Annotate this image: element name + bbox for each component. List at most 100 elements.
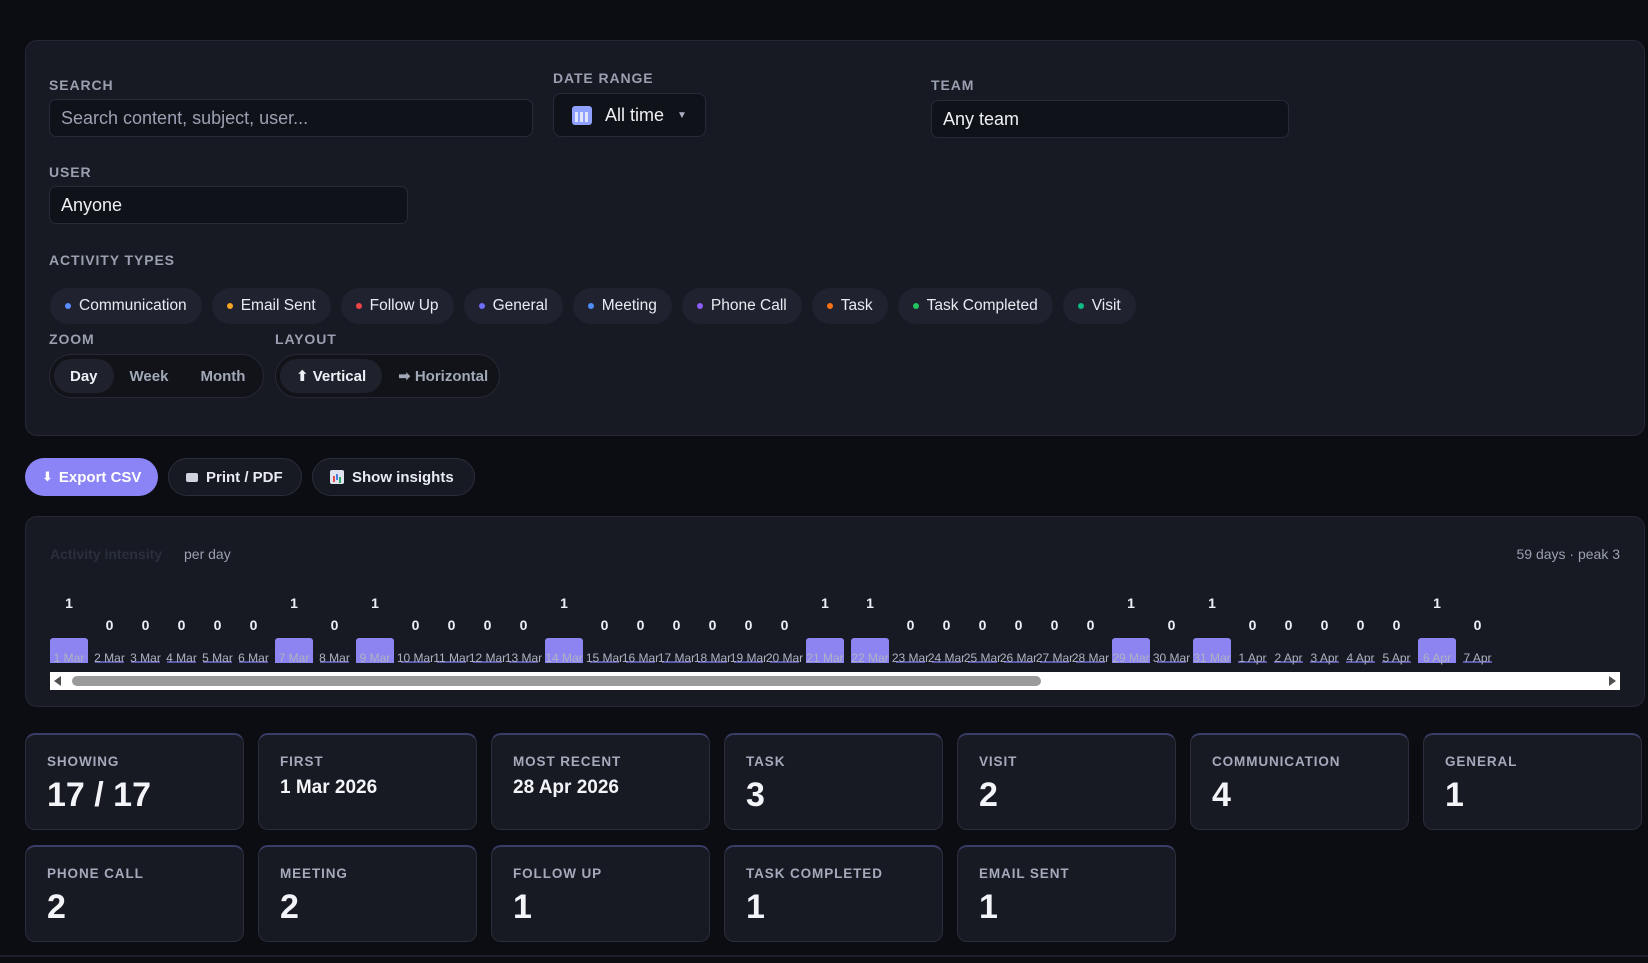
chart-bar-column[interactable]: 0 28 Mar <box>1072 595 1109 673</box>
bar-value-label: 0 <box>600 617 609 633</box>
team-label: TEAM <box>931 77 975 93</box>
zoom-month[interactable]: Month <box>200 367 246 385</box>
chart-bar-column[interactable]: 0 2 Mar <box>94 595 125 673</box>
chip-visit[interactable]: Visit <box>1062 288 1136 324</box>
chart-bar <box>401 661 430 663</box>
chip-email-sent[interactable]: Email Sent <box>211 288 331 324</box>
bar-date-label: 7 Mar <box>278 651 310 665</box>
bar-value-label: 0 <box>906 617 915 633</box>
search-input[interactable]: Search content, subject, user... <box>49 99 533 137</box>
chart-bar-column[interactable]: 0 26 Mar <box>1000 595 1037 673</box>
chart-bar-column[interactable]: 1 6 Apr <box>1418 595 1456 673</box>
chart-bar-column[interactable]: 0 3 Apr <box>1310 595 1339 673</box>
chart-bar-column[interactable]: 1 22 Mar <box>851 595 889 673</box>
chart-bar-column[interactable]: 0 8 Mar <box>319 595 350 673</box>
chip-meeting[interactable]: Meeting <box>572 288 672 324</box>
chart-bar-column[interactable]: 0 5 Mar <box>202 595 233 673</box>
bar-value-label: 0 <box>672 617 681 633</box>
chart-bar-column[interactable]: 1 9 Mar <box>356 595 394 673</box>
chart-bar-column[interactable]: 0 12 Mar <box>469 595 506 673</box>
chart-bar-column[interactable]: 0 7 Apr <box>1463 595 1492 673</box>
chart-scrollbar[interactable] <box>50 672 1620 690</box>
bar-date-label: 4 Mar <box>166 651 197 665</box>
chart-bar-column[interactable]: 0 15 Mar <box>586 595 623 673</box>
chart-bar-column[interactable]: 1 7 Mar <box>275 595 313 673</box>
chart-bar-column[interactable]: 0 3 Mar <box>130 595 161 673</box>
chip-follow-up[interactable]: Follow Up <box>340 288 454 324</box>
bar-date-label: 21 Mar <box>806 651 844 665</box>
bar-date-label: 14 Mar <box>545 651 583 665</box>
chart-bar-column[interactable]: 0 1 Apr <box>1238 595 1267 673</box>
chip-phone-call[interactable]: Phone Call <box>681 288 802 324</box>
bar-value-label: 0 <box>780 617 789 633</box>
chart-title: Activity intensity <box>50 546 163 562</box>
zoom-label: ZOOM <box>49 331 95 347</box>
chart-bar-column[interactable]: 0 24 Mar <box>928 595 965 673</box>
bar-date-label: 17 Mar <box>657 651 696 665</box>
chart-bar-column[interactable]: 0 11 Mar <box>433 595 469 673</box>
scroll-right-icon[interactable] <box>1609 676 1616 686</box>
user-select[interactable]: Anyone <box>49 186 408 224</box>
chart-bar-column[interactable]: 1 21 Mar <box>806 595 844 673</box>
bar-value-label: 1 <box>290 595 298 611</box>
bar-date-label: 31 Mar <box>1193 651 1231 665</box>
chip-task[interactable]: Task <box>811 288 888 324</box>
chart-bar-column[interactable]: 0 25 Mar <box>964 595 1001 673</box>
scroll-thumb[interactable] <box>72 676 1041 686</box>
chart-meta: 59 days · peak 3 <box>1516 546 1620 562</box>
bar-date-label: 9 Mar <box>359 651 391 665</box>
chart-bar <box>590 661 619 663</box>
bar-value-label: 1 <box>1208 595 1216 611</box>
stat-card: GENERAL 1 <box>1423 733 1642 830</box>
zoom-day[interactable]: Day <box>54 359 114 393</box>
scroll-left-icon[interactable] <box>54 676 61 686</box>
chart-bar <box>698 661 727 663</box>
chart-bar-column[interactable]: 0 5 Apr <box>1382 595 1411 673</box>
date-range-dropdown[interactable]: All time ▼ <box>553 93 706 137</box>
chart-bar-column[interactable]: 0 10 Mar <box>397 595 434 673</box>
activity-types-label: ACTIVITY TYPES <box>49 252 175 268</box>
zoom-toggle: Day Week Month <box>49 354 264 398</box>
export-csv-button[interactable]: ⬇ Export CSV <box>25 458 158 496</box>
chart-bar-column[interactable]: 0 6 Mar <box>238 595 269 673</box>
bar-date-label: 1 Apr <box>1238 651 1267 665</box>
chart-bar-column[interactable]: 0 20 Mar <box>766 595 803 673</box>
chart-bar <box>203 661 232 663</box>
layout-horizontal[interactable]: ➡ Horizontal <box>398 368 489 385</box>
chart-bar-column[interactable]: 0 30 Mar <box>1153 595 1190 673</box>
chart-bar-column[interactable]: 1 31 Mar <box>1193 595 1231 673</box>
chart-bar <box>1112 638 1150 663</box>
zoom-week[interactable]: Week <box>129 367 169 385</box>
chart-bar <box>275 638 313 663</box>
chart-bar-column[interactable]: 1 14 Mar <box>545 595 583 673</box>
printer-icon <box>186 472 198 482</box>
chart-bar-column[interactable]: 0 23 Mar <box>892 595 929 673</box>
chart-bar-column[interactable]: 0 4 Mar <box>166 595 197 673</box>
bar-value-label: 0 <box>1050 617 1059 633</box>
chart-bar-column[interactable]: 1 1 Mar <box>50 595 88 673</box>
chart-bar-column[interactable]: 1 29 Mar <box>1112 595 1150 673</box>
chart-bar-column[interactable]: 0 18 Mar <box>694 595 731 673</box>
chart-bar-column[interactable]: 0 17 Mar <box>658 595 695 673</box>
chart-bar-column[interactable]: 0 4 Apr <box>1346 595 1375 673</box>
team-select[interactable]: Any team <box>931 100 1289 138</box>
bar-value-label: 1 <box>560 595 568 611</box>
chart-bar <box>1463 661 1492 663</box>
bar-date-label: 22 Mar <box>851 651 889 665</box>
layout-vertical[interactable]: ⬆ Vertical <box>280 359 383 393</box>
chart-bar-column[interactable]: 0 27 Mar <box>1036 595 1073 673</box>
dot-icon <box>826 303 833 309</box>
chip-communication[interactable]: Communication <box>50 288 202 324</box>
bar-value-label: 0 <box>708 617 717 633</box>
bar-value-label: 0 <box>1356 617 1365 633</box>
chip-task-completed[interactable]: Task Completed <box>897 288 1053 324</box>
chart-bar-column[interactable]: 0 19 Mar <box>730 595 767 673</box>
chart-bar-column[interactable]: 0 2 Apr <box>1274 595 1303 673</box>
chip-general[interactable]: General <box>463 288 563 324</box>
chart-bar-column[interactable]: 0 13 Mar <box>505 595 542 673</box>
chart-bar-column[interactable]: 0 16 Mar <box>622 595 659 673</box>
show-insights-button[interactable]: Show insights <box>312 458 475 496</box>
bar-date-label: 11 Mar <box>433 651 470 665</box>
print-pdf-button[interactable]: Print / PDF <box>168 458 302 496</box>
